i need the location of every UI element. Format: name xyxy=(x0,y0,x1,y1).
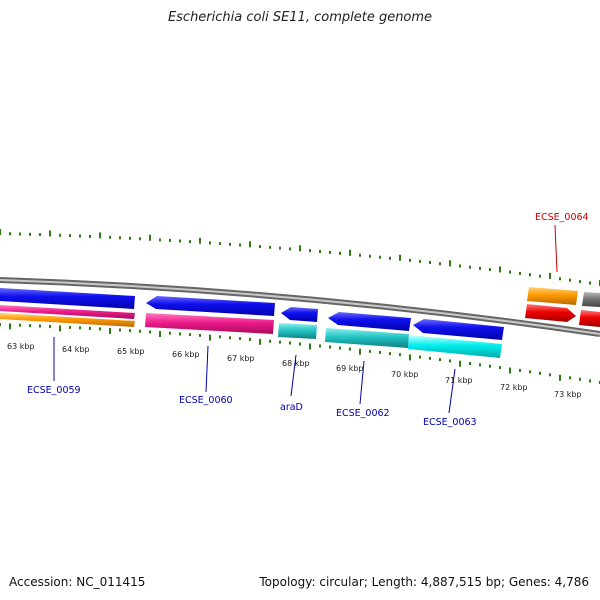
gene-next-gray-bar[interactable] xyxy=(582,292,600,307)
genome-backbone xyxy=(0,277,600,337)
gene-next-red-arrow[interactable] xyxy=(579,310,600,327)
kbp-label: 71 kbp xyxy=(445,376,473,385)
feature-track xyxy=(0,287,600,358)
gene-ecse-0060-arrow[interactable] xyxy=(146,296,275,316)
gene-label-arad[interactable]: araD xyxy=(280,402,303,413)
gene-ecse-0059-arrow[interactable] xyxy=(0,288,135,309)
genome-summary-text: Topology: circular; Length: 4,887,515 bp… xyxy=(259,575,589,589)
gene-label-ecse-0063[interactable]: ECSE_0063 xyxy=(423,417,477,428)
gene-ecse-0062-arrow[interactable] xyxy=(328,312,411,331)
gene-ecse-0062-function-bar[interactable] xyxy=(325,328,409,348)
gene-arad-function-bar[interactable] xyxy=(278,323,317,339)
kbp-label: 65 kbp xyxy=(117,347,145,356)
gene-label-ecse-0059[interactable]: ECSE_0059 xyxy=(27,385,81,396)
gene-ecse-0059-category-bar[interactable] xyxy=(0,313,135,327)
gene-label-ecse-0064[interactable]: ECSE_0064 xyxy=(535,212,589,223)
callout-line-ecse-0060 xyxy=(205,345,209,393)
callout-line-ecse-0063 xyxy=(448,368,456,414)
kbp-label: 67 kbp xyxy=(227,354,255,363)
gene-ecse-0063-function-bar[interactable] xyxy=(408,335,502,358)
kbp-label: 64 kbp xyxy=(62,345,90,354)
gene-label-ecse-0062[interactable]: ECSE_0062 xyxy=(336,408,390,419)
kbp-label: 68 kbp xyxy=(282,359,310,368)
callout-line-arad xyxy=(290,354,297,397)
gene-ecse-0063-arrow[interactable] xyxy=(413,319,504,340)
kbp-label: 73 kbp xyxy=(554,390,582,399)
gene-ecse-0060-function-bar[interactable] xyxy=(145,313,274,334)
kbp-label: 69 kbp xyxy=(336,364,364,373)
gene-ecse-0064-category-bar[interactable] xyxy=(527,287,578,305)
inner-tick-row xyxy=(0,323,600,384)
kbp-label: 72 kbp xyxy=(500,383,528,392)
gene-callout-lines xyxy=(53,224,558,414)
kbp-label: 63 kbp xyxy=(7,342,35,351)
accession-text: Accession: NC_011415 xyxy=(9,575,146,589)
kbp-scale: 63 kbp 64 kbp 65 kbp 66 kbp 67 kbp 68 kb… xyxy=(7,342,582,399)
kbp-label: 66 kbp xyxy=(172,350,200,359)
gene-arad-arrow[interactable] xyxy=(281,307,318,322)
gene-ecse-0059-function-bar[interactable] xyxy=(0,305,135,319)
callout-line-ecse-0062 xyxy=(359,360,365,405)
gene-label-ecse-0060[interactable]: ECSE_0060 xyxy=(179,395,233,406)
callout-line-ecse-0064 xyxy=(554,224,558,273)
gene-labels: ECSE_0059 ECSE_0060 araD ECSE_0062 ECSE_… xyxy=(27,212,589,428)
kbp-label: 70 kbp xyxy=(391,370,419,379)
gene-ecse-0064-arrow[interactable] xyxy=(525,304,576,322)
outer-tick-row xyxy=(0,229,600,286)
map-title: Escherichia coli SE11, complete genome xyxy=(167,10,433,25)
